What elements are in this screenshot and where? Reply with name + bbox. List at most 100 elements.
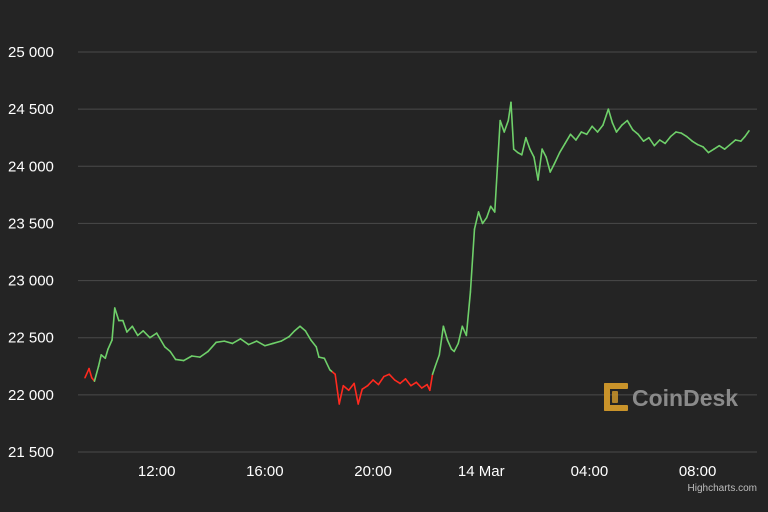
- price-line-segment: [377, 375, 385, 386]
- price-line-segment: [357, 388, 364, 405]
- price-line-segment: [393, 379, 401, 385]
- price-line-segment: [503, 119, 510, 133]
- highcharts-credit[interactable]: Highcharts.com: [688, 483, 757, 494]
- price-line-segment: [457, 325, 464, 345]
- price-line-segment: [533, 156, 539, 181]
- price-line-segment: [191, 355, 201, 358]
- price-line-segment: [429, 373, 434, 392]
- price-line-segment: [525, 136, 531, 150]
- price-line-segment: [255, 340, 266, 347]
- price-line-segment: [473, 211, 480, 230]
- price-line-segment: [658, 139, 666, 145]
- price-line-segment: [215, 340, 226, 344]
- y-tick-label: 23 500: [8, 215, 54, 232]
- x-tick-label: 12:00: [138, 463, 176, 480]
- coindesk-logo-icon: [604, 383, 628, 411]
- price-line-segment: [564, 133, 572, 145]
- price-line-segment: [84, 367, 90, 379]
- price-line-segment: [442, 325, 449, 341]
- y-tick-label: 24 500: [8, 101, 54, 118]
- x-tick-label: 04:00: [571, 463, 609, 480]
- price-line-segment: [453, 342, 460, 353]
- price-line-segment: [675, 131, 683, 134]
- price-line-segment: [685, 135, 694, 142]
- price-line-segment: [264, 342, 274, 347]
- price-line-segment: [691, 140, 699, 146]
- gridlines: [78, 51, 757, 453]
- price-line-segment: [347, 382, 355, 392]
- price-line-segment: [388, 373, 396, 381]
- price-line-segment: [611, 122, 618, 133]
- price-line-segment: [481, 216, 488, 225]
- price-line-segment: [334, 373, 341, 405]
- price-line-segment: [615, 124, 623, 133]
- price-line-segment: [631, 128, 639, 136]
- price-line-segment: [288, 330, 296, 338]
- y-tick-label: 22 000: [8, 387, 54, 404]
- price-line: [84, 101, 750, 405]
- price-line-segment: [383, 373, 391, 378]
- price-line-segment: [493, 165, 499, 213]
- price-line-segment: [669, 131, 677, 138]
- price-line-segment: [299, 325, 307, 332]
- price-line-segment: [231, 338, 242, 345]
- price-line-segment: [361, 384, 369, 390]
- price-line-segment: [410, 381, 418, 387]
- price-line-segment: [702, 146, 710, 154]
- price-line-segment: [239, 338, 250, 346]
- x-tick-label: 08:00: [679, 463, 717, 480]
- price-line-segment: [446, 339, 453, 350]
- y-tick-label: 25 000: [8, 44, 54, 61]
- price-line-segment: [97, 354, 103, 368]
- price-line-segment: [126, 325, 134, 333]
- price-line-segment: [104, 348, 109, 360]
- price-line-segment: [122, 319, 128, 333]
- price-line-segment: [399, 378, 407, 385]
- price-line-segment: [680, 132, 688, 138]
- price-line-segment: [718, 144, 726, 150]
- price-line-segment: [338, 384, 345, 405]
- price-line-segment: [591, 125, 599, 133]
- price-line-segment: [569, 133, 577, 141]
- price-line-segment: [499, 119, 506, 133]
- x-axis-ticks: 12:00 16:00 20:00 14 Mar 04:00 08:00: [138, 463, 716, 480]
- price-line-segment: [310, 339, 318, 348]
- price-line-segment: [88, 367, 93, 379]
- price-line-segment: [510, 101, 515, 150]
- price-line-segment: [580, 131, 588, 136]
- price-line-segment: [342, 384, 350, 392]
- y-tick-label: 23 000: [8, 273, 54, 290]
- price-line-segment: [434, 354, 441, 368]
- price-line-segment: [163, 346, 171, 353]
- price-line-segment: [521, 136, 527, 156]
- price-line-segment: [723, 143, 731, 150]
- price-line-segment: [182, 355, 193, 362]
- y-tick-label: 24 000: [8, 158, 54, 175]
- price-line-segment: [696, 143, 704, 148]
- price-line-segment: [304, 330, 312, 341]
- price-line-segment: [713, 144, 721, 150]
- price-line-segment: [469, 228, 476, 293]
- x-tick-label: 14 Mar: [458, 463, 505, 480]
- price-line-segment: [575, 131, 583, 141]
- price-line-segment: [318, 356, 326, 360]
- price-line-segment: [404, 378, 412, 387]
- price-line-segment: [293, 325, 301, 332]
- x-tick-label: 16:00: [246, 463, 284, 480]
- price-line-segment: [545, 156, 552, 173]
- price-line-segment: [107, 339, 113, 350]
- price-line-segment: [155, 332, 166, 348]
- price-line-segment: [372, 379, 380, 386]
- price-line-segment: [740, 135, 746, 142]
- price-line-segment: [553, 151, 561, 165]
- price-line-segment: [642, 136, 650, 142]
- price-line-segment: [136, 330, 144, 337]
- price-line-segment: [664, 135, 672, 145]
- price-line-segment: [149, 332, 158, 339]
- coindesk-watermark: CoinDesk: [604, 383, 738, 411]
- price-line-segment: [169, 350, 177, 361]
- price-line-segment: [415, 381, 423, 389]
- price-line-segment: [734, 139, 742, 142]
- price-line-segment: [272, 340, 282, 345]
